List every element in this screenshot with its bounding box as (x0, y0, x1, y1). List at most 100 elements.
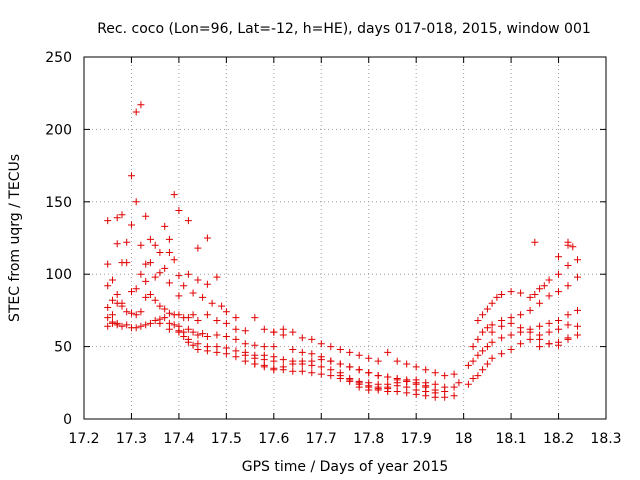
x-tick-label: 17.6 (258, 431, 289, 447)
plot-frame (83, 56, 607, 420)
data-point-marker (488, 328, 496, 336)
data-point-marker (464, 361, 472, 369)
data-point-marker (251, 351, 259, 359)
data-point-marker (151, 296, 159, 304)
data-point-marker (422, 388, 430, 395)
data-point-marker (175, 292, 183, 300)
data-point-marker (507, 319, 515, 327)
y-axis-title: STEC from uqrg / TECUs (7, 154, 23, 322)
data-point-marker (241, 357, 249, 365)
data-point-marker (393, 357, 401, 365)
data-point-marker (469, 357, 477, 365)
chart-title: Rec. coco (Lon=96, Lat=-12, h=HE), days … (97, 21, 591, 37)
data-point-marker (203, 343, 211, 351)
data-point-marker (488, 321, 496, 329)
data-point-marker (189, 328, 197, 336)
data-point-marker (374, 385, 382, 393)
data-point-marker (536, 335, 544, 343)
data-point-marker (517, 324, 525, 332)
data-point-marker (507, 346, 515, 353)
data-point-marker (180, 282, 188, 290)
y-tick-label: 50 (54, 340, 72, 356)
x-tick-label: 18.2 (543, 431, 574, 447)
data-point-marker (113, 299, 121, 307)
data-point-marker (564, 334, 572, 342)
data-point-marker (474, 317, 482, 324)
data-point-marker (545, 292, 553, 300)
data-point-marker (545, 319, 553, 327)
data-point-marker (213, 273, 221, 281)
data-point-marker (165, 325, 173, 333)
data-point-marker (194, 276, 202, 284)
data-point-marker (194, 340, 202, 348)
data-point-marker (123, 259, 131, 267)
data-point-marker (260, 325, 268, 333)
y-tick-label: 250 (45, 50, 72, 66)
data-point-marker (132, 285, 140, 293)
data-point-marker (199, 330, 207, 338)
data-point-marker (479, 311, 487, 319)
data-point-marker (507, 288, 515, 296)
data-point-marker (218, 302, 226, 310)
data-point-marker (441, 388, 449, 395)
data-point-marker (564, 241, 572, 249)
data-point-marker (346, 363, 354, 371)
data-point-marker (474, 372, 482, 380)
data-point-marker (123, 321, 131, 329)
data-point-marker (203, 280, 211, 288)
data-point-marker (431, 380, 439, 388)
data-point-marker (317, 363, 325, 371)
data-point-marker (298, 367, 306, 375)
x-tick-label: 18.3 (590, 431, 621, 447)
data-points (104, 101, 581, 401)
data-point-marker (146, 259, 154, 267)
data-point-marker (260, 343, 268, 351)
data-point-marker (464, 380, 472, 388)
data-point-marker (526, 293, 534, 301)
data-point-marker (384, 373, 392, 381)
data-point-marker (137, 308, 145, 316)
data-point-marker (474, 335, 482, 343)
data-point-marker (251, 314, 259, 322)
data-point-marker (327, 343, 335, 351)
data-point-marker (203, 234, 211, 242)
x-tick-label: 17.9 (401, 431, 432, 447)
data-point-marker (199, 293, 207, 301)
x-tick-label: 17.8 (353, 431, 384, 447)
data-point-marker (483, 360, 491, 368)
data-point-marker (536, 299, 544, 307)
data-point-marker (232, 335, 240, 343)
data-point-marker (175, 272, 183, 280)
data-point-marker (165, 309, 173, 317)
data-point-marker (184, 325, 192, 333)
data-point-marker (113, 214, 121, 222)
data-point-marker (355, 351, 363, 359)
data-point-marker (393, 382, 401, 390)
data-point-marker (483, 343, 491, 351)
data-point-marker (365, 354, 373, 362)
data-point-marker (526, 306, 534, 314)
data-point-marker (142, 260, 150, 268)
data-point-marker (104, 304, 112, 311)
data-point-marker (241, 340, 249, 348)
data-point-marker (189, 341, 197, 349)
data-point-marker (137, 322, 145, 330)
data-point-marker (118, 211, 126, 219)
data-point-marker (175, 327, 183, 335)
data-point-marker (474, 351, 482, 359)
data-point-marker (531, 238, 539, 246)
data-point-marker (104, 217, 112, 225)
data-point-marker (232, 314, 240, 322)
data-point-marker (469, 343, 477, 351)
data-point-marker (488, 299, 496, 307)
data-point-marker (241, 327, 249, 335)
data-point-marker (498, 350, 506, 358)
data-point-marker (232, 325, 240, 333)
y-tick-labels: 0 50 100 150 200 250 (45, 50, 72, 428)
data-point-marker (374, 372, 382, 380)
data-point-marker (118, 322, 126, 330)
data-point-marker (555, 253, 562, 261)
data-point-marker (142, 293, 150, 301)
data-point-marker (531, 291, 539, 298)
